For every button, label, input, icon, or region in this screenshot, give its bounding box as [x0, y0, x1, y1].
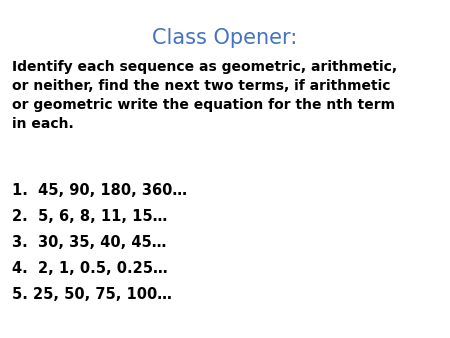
Text: 1.  45, 90, 180, 360…: 1. 45, 90, 180, 360…: [12, 183, 187, 198]
Text: Identify each sequence as geometric, arithmetic,
or neither, find the next two t: Identify each sequence as geometric, ari…: [12, 60, 397, 131]
Text: 4.  2, 1, 0.5, 0.25…: 4. 2, 1, 0.5, 0.25…: [12, 261, 167, 276]
Text: 2.  5, 6, 8, 11, 15…: 2. 5, 6, 8, 11, 15…: [12, 209, 167, 224]
Text: 5. 25, 50, 75, 100…: 5. 25, 50, 75, 100…: [12, 287, 172, 302]
Text: Class Opener:: Class Opener:: [153, 28, 297, 48]
Text: 3.  30, 35, 40, 45…: 3. 30, 35, 40, 45…: [12, 235, 166, 250]
